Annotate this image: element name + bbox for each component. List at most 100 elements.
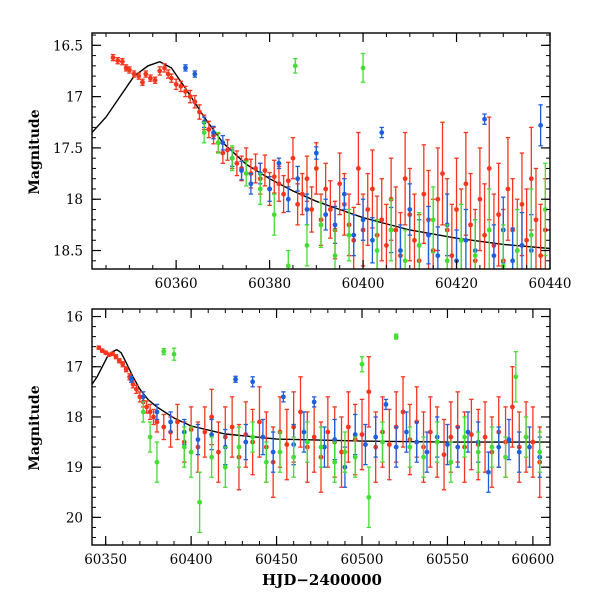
bottom-red-point [229, 396, 235, 458]
top-frame [91, 32, 551, 270]
bottom-green-point [366, 466, 372, 529]
top-red-point [477, 147, 483, 252]
top-red-point [143, 70, 149, 78]
bottom-red-point [400, 376, 406, 448]
top-blue-point [313, 146, 319, 160]
bottom-blue-point [393, 426, 399, 468]
bottom-green-point [197, 471, 203, 534]
top-blue-point [407, 183, 413, 236]
top-blue-point [183, 64, 188, 72]
bottom-y-tick-label: 16 [66, 310, 83, 326]
bottom-blue-point [506, 418, 512, 461]
top-green-point [374, 219, 380, 269]
top-red-point [110, 53, 116, 62]
top-red-point [440, 121, 445, 226]
top-red-point [271, 159, 277, 194]
top-red-point [533, 167, 539, 269]
top-y-tick-label: 16.5 [53, 38, 83, 54]
bottom-green-point [161, 348, 167, 356]
bottom-green-point [304, 421, 310, 463]
top-red-point [505, 137, 511, 241]
top-red-point [162, 63, 167, 73]
bottom-red-point [257, 386, 262, 458]
top-blue-point [491, 224, 497, 269]
top-blue-point [304, 193, 310, 226]
bottom-red-point [468, 398, 474, 471]
top-red-point [183, 85, 188, 98]
top-red-point [187, 89, 193, 104]
bottom-red-point [202, 406, 208, 458]
top-green-point [318, 201, 324, 249]
bottom-green-point [448, 441, 454, 483]
top-plot-area [92, 52, 550, 269]
top-blue-point [360, 198, 366, 241]
bottom-blue-point [486, 451, 491, 493]
top-blue-point [220, 134, 226, 151]
bottom-y-tick-label: 17 [66, 360, 83, 376]
bottom-x-tick-label: 60600 [511, 552, 554, 568]
top-red-point [290, 137, 296, 180]
top-red-point [178, 80, 184, 93]
bottom-blue-point [373, 416, 379, 458]
bottom-green-point [489, 426, 495, 468]
top-green-point [388, 198, 394, 262]
top-red-point [365, 172, 371, 247]
top-x-tick-label: 60400 [342, 276, 385, 292]
bottom-green-point [263, 441, 269, 483]
top-green-point [332, 229, 338, 269]
bottom-red-point [530, 406, 536, 478]
bottom-green-point [393, 333, 399, 340]
top-red-point [234, 150, 240, 177]
top-red-point [496, 162, 501, 267]
top-panel: 60360 60380 60400 60420 60440 16.5 17 17.5 18 18.… [53, 32, 571, 292]
bottom-green-point [318, 426, 324, 468]
top-blue-point [276, 157, 282, 170]
top-y-tick-label: 17.5 [53, 141, 83, 157]
top-red-point [131, 70, 137, 78]
top-red-point [370, 149, 375, 229]
bottom-blue-point [154, 403, 160, 421]
bottom-red-point [298, 376, 303, 448]
bottom-green-point [140, 401, 146, 423]
bottom-red-point [96, 345, 102, 351]
bottom-red-point [482, 401, 488, 473]
top-red-point [468, 172, 473, 269]
bottom-green-point [332, 441, 338, 483]
bottom-red-point [366, 356, 372, 428]
bottom-red-point [345, 391, 351, 463]
top-red-point [482, 183, 487, 269]
top-red-point [253, 153, 258, 184]
top-red-point [421, 144, 427, 244]
top-blue-point [519, 211, 525, 269]
bottom-blue-point [301, 411, 307, 453]
top-red-point [402, 131, 408, 226]
top-blue-point [351, 213, 357, 257]
bottom-green-point [503, 436, 508, 478]
top-green-point [215, 131, 221, 154]
bottom-y-tick-label: 19 [66, 460, 83, 476]
bottom-green-point [421, 436, 426, 478]
bottom-red-point [427, 396, 433, 468]
top-blue-point [538, 104, 544, 147]
top-red-point [538, 203, 544, 269]
bottom-blue-point [311, 396, 317, 408]
bottom-blue-point [496, 426, 502, 468]
bottom-blue-point [233, 375, 238, 383]
top-green-point [257, 172, 263, 206]
top-red-point [152, 76, 158, 84]
top-red-point [119, 58, 125, 66]
bottom-green-point [359, 356, 365, 373]
top-red-point [192, 94, 198, 109]
top-blue-point [398, 224, 403, 269]
bottom-red-point [161, 413, 167, 441]
bottom-red-point [147, 403, 153, 421]
bottom-y-tick-label: 18 [66, 410, 83, 426]
top-red-point [384, 203, 389, 269]
top-red-point [276, 165, 282, 202]
bottom-red-point [311, 401, 317, 473]
bottom-x-tick-label: 60550 [426, 552, 469, 568]
bottom-green-point [291, 436, 297, 478]
top-blue-point [370, 217, 375, 264]
top-blue-point [192, 70, 198, 78]
top-green-point [528, 188, 534, 269]
